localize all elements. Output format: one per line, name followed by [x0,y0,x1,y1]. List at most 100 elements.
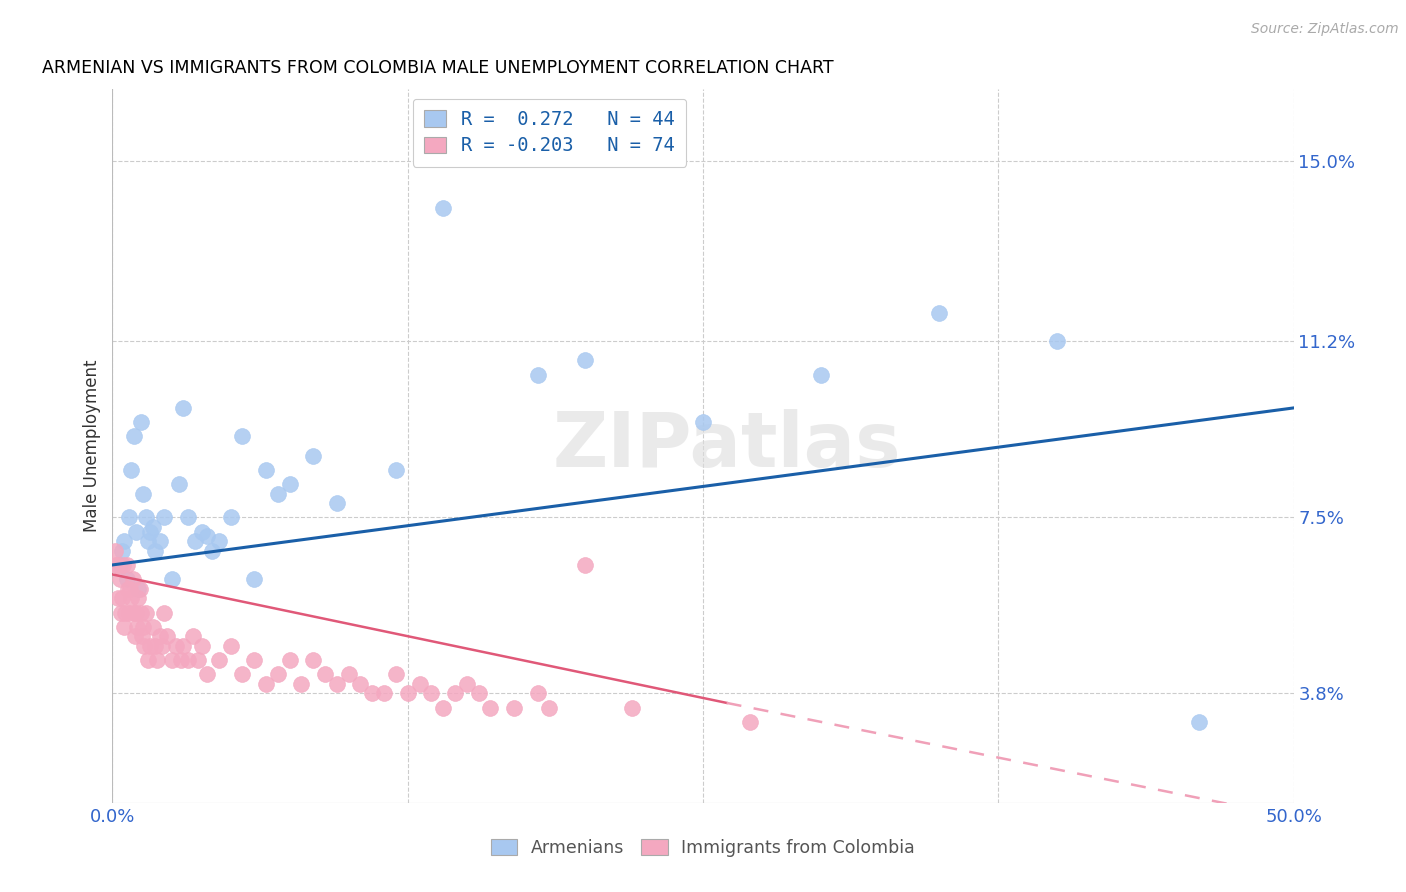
Point [160,653,183,667]
Point [129,606,152,620]
Point [165,639,187,653]
Point [408,677,430,691]
Point [118,606,141,620]
Point [326,677,349,691]
Legend: Armenians, Immigrants from Colombia: Armenians, Immigrants from Colombia [482,830,924,865]
Point [170,653,193,667]
Point [110,606,132,620]
Point [538,700,561,714]
Point [740,714,762,729]
Point [142,620,165,634]
Point [146,653,169,667]
Point [396,686,419,700]
Point [115,558,138,572]
Point [104,543,127,558]
Point [125,606,148,620]
Point [125,524,148,539]
Point [692,415,714,429]
Point [195,667,218,681]
Point [143,639,166,653]
Point [107,591,129,606]
Point [810,368,832,382]
Point [278,477,301,491]
Point [122,606,145,620]
Point [172,639,194,653]
Point [195,529,218,543]
Point [105,558,128,572]
Point [349,677,371,691]
Point [134,639,156,653]
Point [479,700,502,714]
Point [124,629,146,643]
Point [135,510,157,524]
Point [574,558,596,572]
Point [267,667,290,681]
Point [503,700,526,714]
Point [129,415,152,429]
Point [177,653,200,667]
Point [112,558,135,572]
Point [191,524,214,539]
Point [112,534,135,549]
Point [108,558,131,572]
Point [444,686,467,700]
Point [184,534,207,549]
Point [112,620,135,634]
Point [131,629,153,643]
Point [114,606,136,620]
Point [201,543,224,558]
Point [181,629,204,643]
Point [373,686,395,700]
Text: ZIPatlas: ZIPatlas [553,409,901,483]
Point [111,591,134,606]
Point [186,653,208,667]
Point [267,486,290,500]
Point [149,629,172,643]
Point [142,520,165,534]
Point [156,629,179,643]
Point [361,686,384,700]
Point [385,667,408,681]
Point [122,429,145,443]
Point [420,686,443,700]
Point [231,667,253,681]
Point [302,653,325,667]
Point [1188,714,1211,729]
Point [290,677,312,691]
Point [432,201,454,215]
Text: ARMENIAN VS IMMIGRANTS FROM COLOMBIA MALE UNEMPLOYMENT CORRELATION CHART: ARMENIAN VS IMMIGRANTS FROM COLOMBIA MAL… [42,59,834,77]
Point [118,510,141,524]
Point [219,639,242,653]
Point [115,572,138,586]
Point [302,449,325,463]
Point [153,510,176,524]
Point [574,353,596,368]
Point [177,510,200,524]
Point [467,686,489,700]
Point [127,620,149,634]
Point [254,463,277,477]
Point [526,368,548,382]
Point [135,606,157,620]
Point [231,429,253,443]
Point [132,620,155,634]
Point [208,534,231,549]
Point [120,582,142,596]
Point [111,543,134,558]
Y-axis label: Male Unemployment: Male Unemployment [83,359,101,533]
Point [243,572,266,586]
Point [150,639,173,653]
Point [121,572,143,586]
Point [219,510,242,524]
Point [337,667,360,681]
Point [105,558,128,572]
Text: Source: ZipAtlas.com: Source: ZipAtlas.com [1251,22,1399,37]
Point [432,700,454,714]
Point [108,572,131,586]
Point [149,534,172,549]
Point [167,477,190,491]
Point [385,463,408,477]
Point [172,401,194,415]
Point [1046,334,1069,349]
Point [526,686,548,700]
